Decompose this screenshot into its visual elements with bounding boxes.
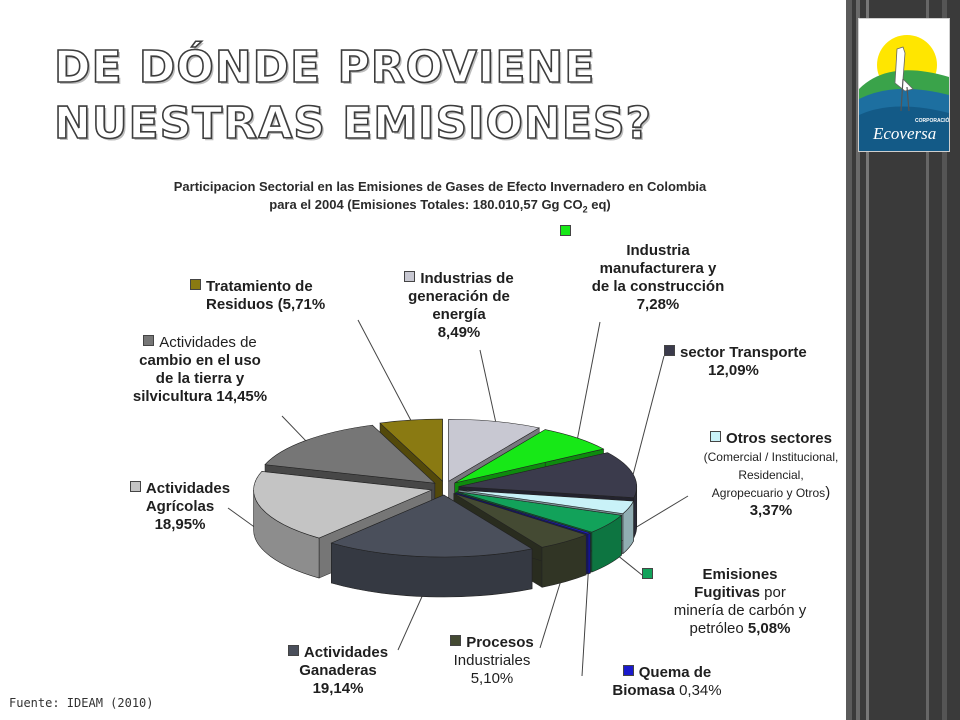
ecoversa-logo: CORPORACIÓN Ecoversa	[858, 18, 953, 152]
pie-slice-top	[454, 429, 605, 484]
swatch-transporte	[664, 345, 675, 356]
label-uso-tierra: Actividades de cambio en el uso de la ti…	[132, 334, 268, 405]
pie-slice-top	[253, 471, 433, 539]
pie-slice-top	[448, 418, 541, 482]
pie-slice-top	[379, 418, 443, 482]
leader-line	[357, 319, 412, 421]
leader-line	[628, 495, 689, 532]
swatch-residuos	[190, 279, 201, 290]
logo-top-text: CORPORACIÓN	[915, 116, 949, 124]
pie-slice-top	[458, 452, 638, 499]
label-otros: Otros sectores (Comercial / Instituciona…	[703, 430, 839, 519]
band-stripe	[866, 0, 869, 720]
label-residuos: Tratamiento de Residuos (5,71%	[190, 278, 360, 314]
slide-title: De dónde proviene nuestras emisiones?	[53, 41, 653, 150]
leader-line	[281, 415, 306, 441]
label-manufactura: Industria manufacturera y de la construc…	[591, 242, 725, 313]
label-procesos: Procesos Industriales 5,10%	[422, 634, 562, 688]
subtitle-line-1: Participacion Sectorial en las Emisiones…	[173, 179, 707, 194]
band-stripe	[926, 0, 929, 720]
swatch-agricolas	[129, 481, 141, 492]
label-transporte: sector Transporte 12,09%	[664, 344, 854, 380]
swatch-manufactura	[560, 225, 571, 236]
pie-slice-top	[330, 494, 533, 558]
label-ganaderas: Actividades Ganaderas 19,14%	[268, 644, 408, 698]
pie-slices	[253, 418, 638, 598]
pie-slice-top	[458, 489, 635, 514]
band-stripe	[846, 0, 852, 720]
leader-lines	[227, 319, 689, 677]
chart-subtitle: Participacion Sectorial en las Emisiones…	[80, 178, 800, 219]
leader-line	[577, 321, 601, 439]
leader-line	[479, 349, 497, 422]
label-fugitivas: Emisiones Fugitivas por minería de carbó…	[673, 566, 807, 637]
label-energia: Industrias de generación de energía 8,49…	[378, 270, 540, 342]
pie-chart	[227, 319, 689, 677]
pie-slice-top	[264, 424, 436, 484]
swatch-otros	[710, 431, 722, 442]
swatch-procesos	[450, 635, 462, 646]
band-stripe	[856, 0, 860, 720]
label-biomasa: Quema de Biomasa 0,34%	[612, 664, 722, 699]
label-agricolas: Actividades Agrícolas 18,95%	[110, 480, 250, 534]
swatch-uso-tierra	[143, 335, 155, 346]
pie-slice	[330, 494, 533, 598]
leader-line	[581, 557, 590, 677]
pie-slice-top	[456, 491, 623, 533]
pie-slice	[253, 471, 433, 579]
subtitle-line-2: para el 2004 (Emisiones Totales: 180.010…	[269, 197, 611, 215]
pie-slice-top	[455, 492, 592, 535]
logo-name-text: Ecoversa	[872, 124, 936, 143]
swatch-biomasa	[622, 665, 634, 676]
swatch-ganaderas	[287, 645, 299, 656]
band-stripe	[942, 0, 947, 720]
pie-slice-top	[453, 493, 588, 548]
source-note: Fuente: IDEAM (2010)	[9, 696, 154, 710]
pie-slice-side	[587, 532, 591, 575]
swatch-energia	[404, 271, 416, 282]
heron-icon	[894, 46, 914, 92]
leader-line	[632, 355, 665, 475]
swatch-fugitivas	[642, 568, 653, 579]
